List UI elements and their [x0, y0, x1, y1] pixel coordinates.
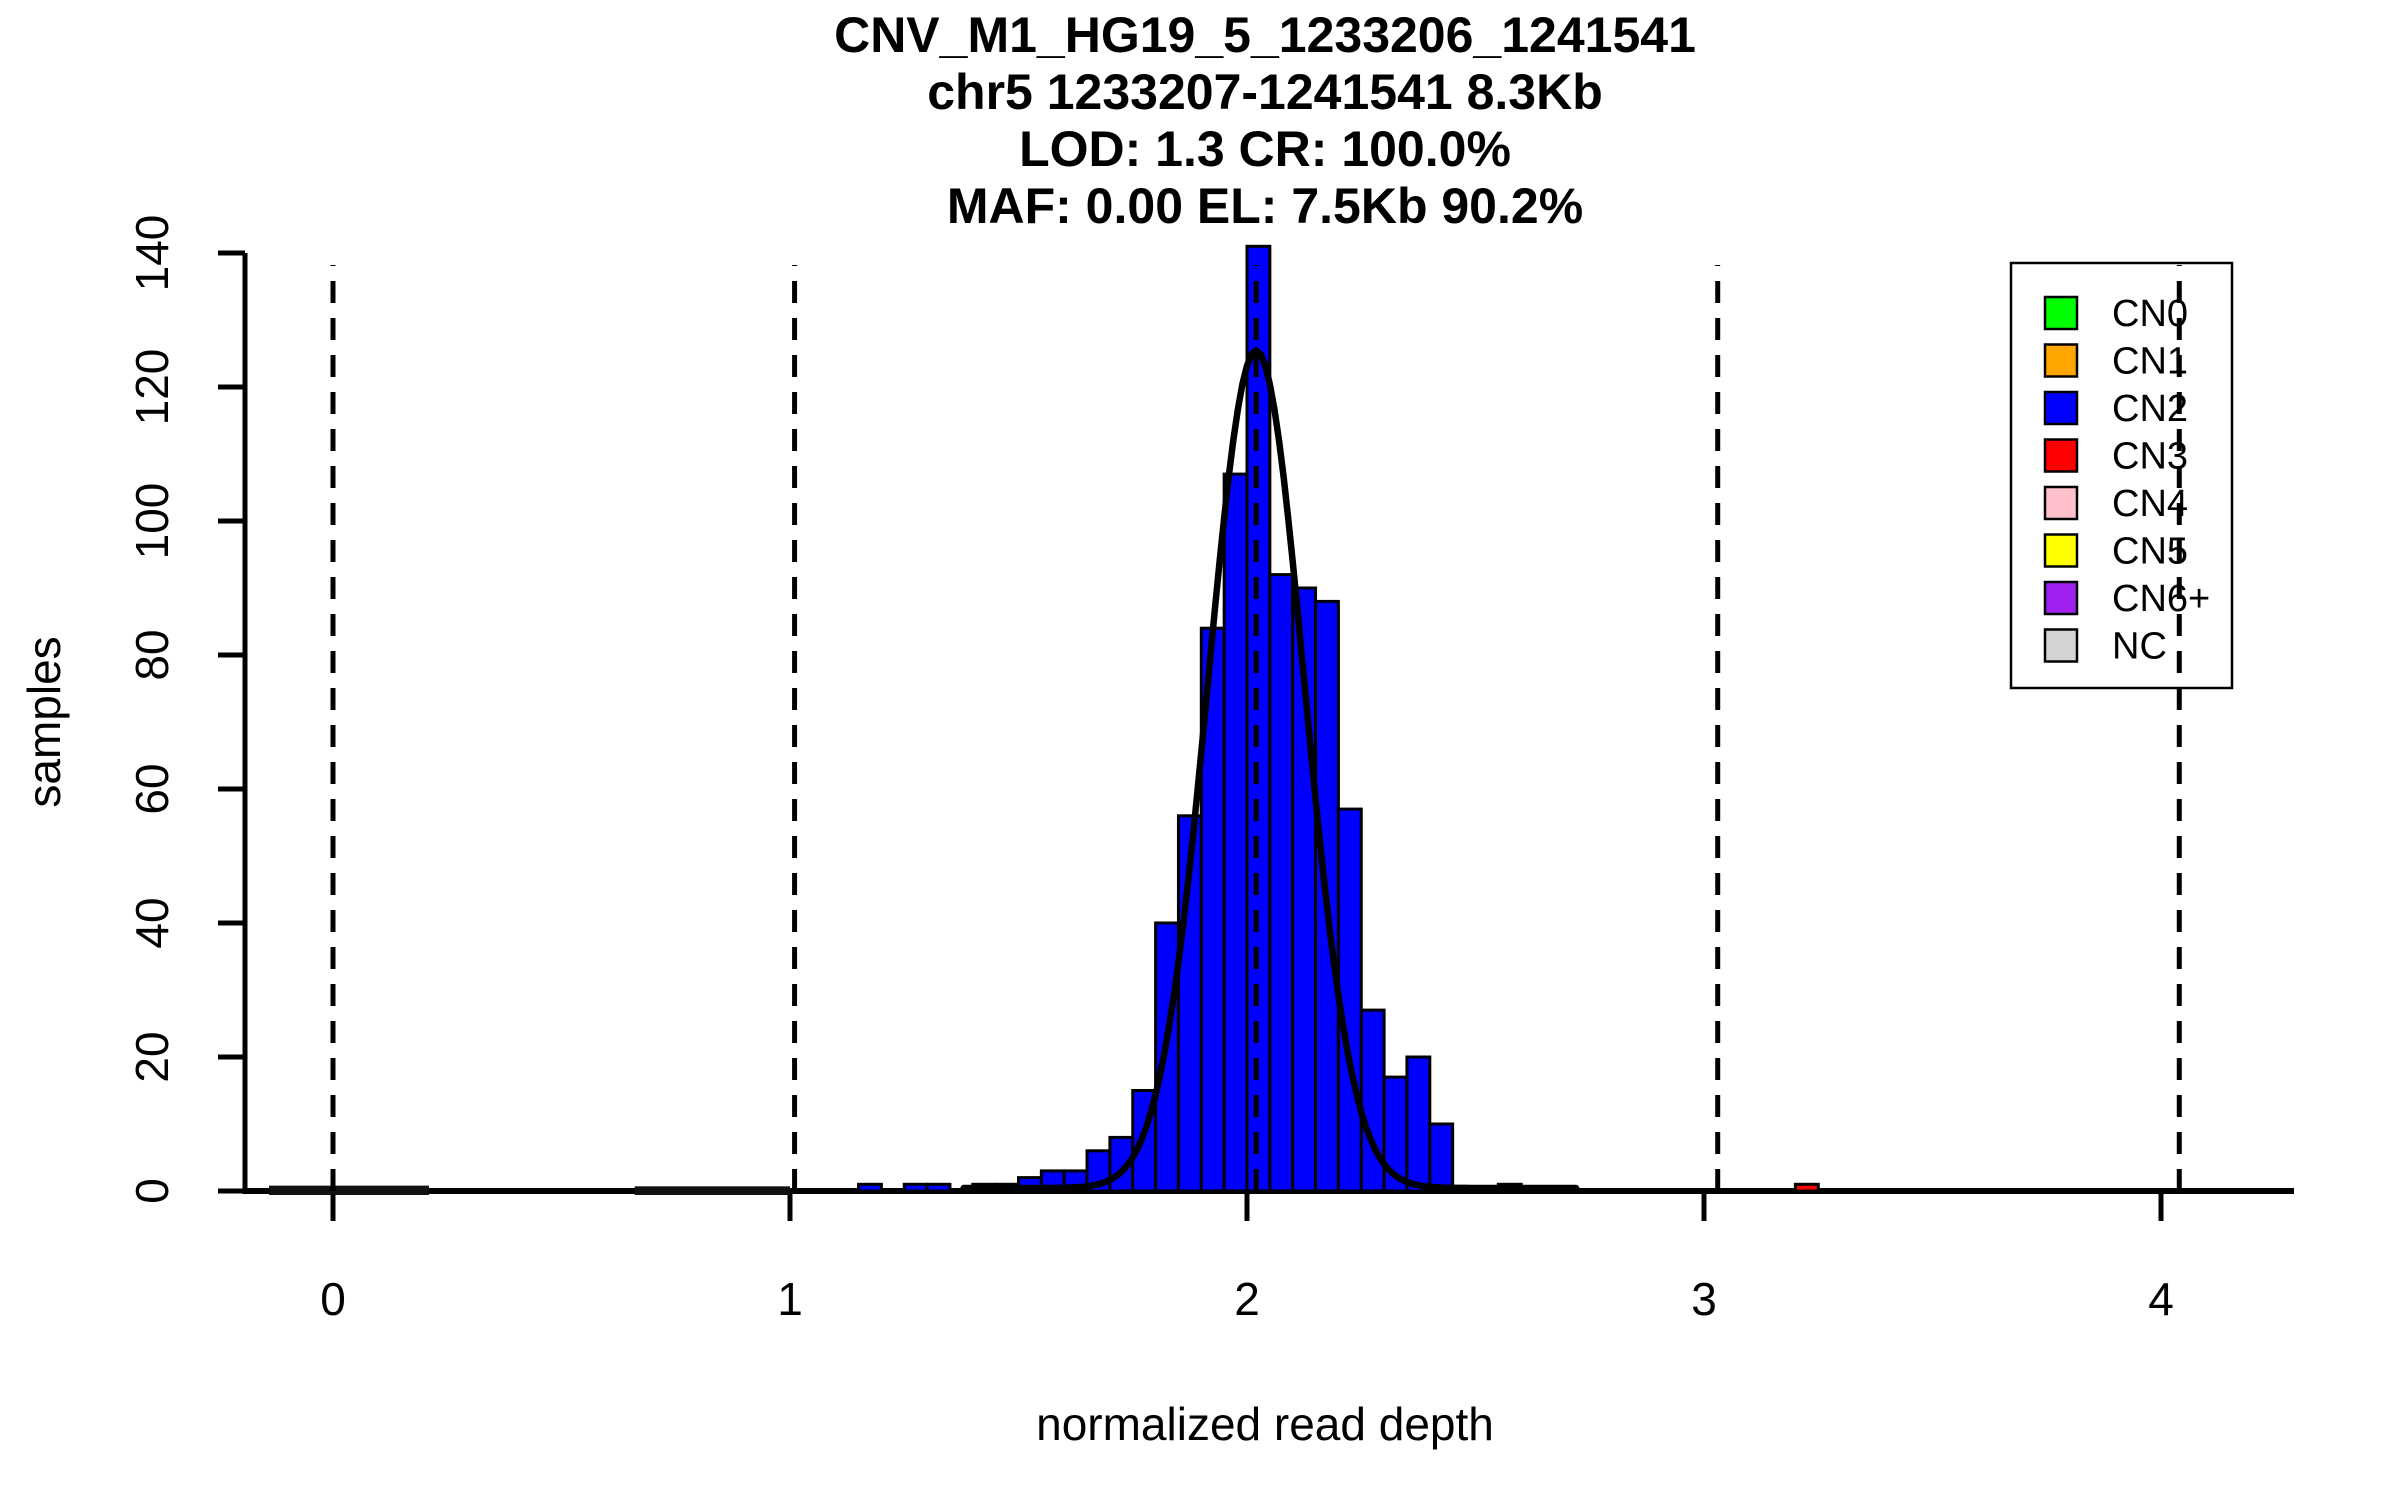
legend-label: CN1: [2112, 341, 2188, 383]
legend-label: CN6+: [2112, 578, 2210, 620]
x-tick-label: 3: [1691, 1273, 1717, 1325]
title-line-2: chr5 1233207-1241541 8.3Kb: [927, 64, 1603, 120]
gaussian-fit-curve: [960, 346, 1580, 1192]
x-tick-label: 2: [1234, 1273, 1260, 1325]
title-line-4: MAF: 0.00 EL: 7.5Kb 90.2%: [947, 178, 1583, 234]
trace-segment: [634, 1186, 790, 1195]
legend-swatch-cn4: [2043, 485, 2079, 521]
y-tick-label: 100: [126, 483, 178, 560]
y-axis-ticks: 0 20 40 60 80 100 120 140: [126, 215, 245, 1204]
legend-label: CN0: [2112, 293, 2188, 335]
copy-number-dashed-lines: [330, 265, 2182, 1191]
histogram-bar: [1428, 1122, 1455, 1193]
legend-swatch-cn2: [2043, 390, 2079, 426]
legend-swatch-cn1: [2043, 343, 2079, 378]
x-tick-label: 1: [777, 1273, 803, 1325]
x-axis-title: normalized read depth: [1036, 1398, 1494, 1450]
y-tick-label: 120: [126, 349, 178, 426]
histogram-bar: [902, 1182, 929, 1193]
x-tick-label: 4: [2148, 1273, 2174, 1325]
trace-sample-segments: [269, 1185, 790, 1195]
trace-segment: [269, 1185, 429, 1195]
histogram-bar: [1154, 921, 1180, 1193]
histogram-bar: [925, 1182, 952, 1193]
legend-label: CN5: [2112, 531, 2188, 573]
histogram-bars: [857, 244, 1820, 1193]
x-axis-ticks: 0 1 2 3 4: [320, 1193, 2174, 1325]
legend-swatch-cn0: [2043, 295, 2079, 331]
y-tick-label: 60: [126, 763, 178, 814]
histogram-bar: [1245, 244, 1272, 1193]
legend: CN0 CN1 CN2 CN3 CN4 CN5 CN6+ NC: [2009, 261, 2234, 690]
title-line-1: CNV_M1_HG19_5_1233206_1241541: [834, 7, 1696, 63]
histogram-bar: [1268, 573, 1295, 1193]
y-axis-title: samples: [18, 636, 70, 807]
legend-box: [2009, 261, 2234, 690]
plot-title: CNV_M1_HG19_5_1233206_1241541 chr5 12332…: [834, 7, 1696, 234]
y-tick-label: 80: [126, 629, 178, 680]
legend-label: CN2: [2112, 388, 2188, 430]
legend-swatch-cn5: [2043, 533, 2079, 568]
legend-label: CN4: [2112, 483, 2188, 525]
title-line-3: LOD: 1.3 CR: 100.0%: [1019, 121, 1511, 177]
histogram-bar: [1222, 472, 1249, 1193]
histogram-bar: [1793, 1182, 1820, 1193]
legend-swatch-nc: [2043, 628, 2079, 663]
y-tick-label: 40: [126, 897, 178, 948]
y-tick-label: 20: [126, 1031, 178, 1082]
legend-label: NC: [2112, 626, 2167, 668]
histogram-bar: [857, 1182, 883, 1193]
histogram-bar: [1405, 1055, 1432, 1193]
legend-swatch-cn3: [2043, 438, 2079, 473]
x-tick-label: 0: [320, 1273, 346, 1325]
fit-curve-path: [960, 346, 1580, 1192]
y-tick-label: 140: [126, 215, 178, 292]
legend-swatch-cn6plus: [2043, 580, 2079, 616]
y-tick-label: 0: [126, 1178, 178, 1204]
legend-label: CN3: [2112, 436, 2188, 478]
